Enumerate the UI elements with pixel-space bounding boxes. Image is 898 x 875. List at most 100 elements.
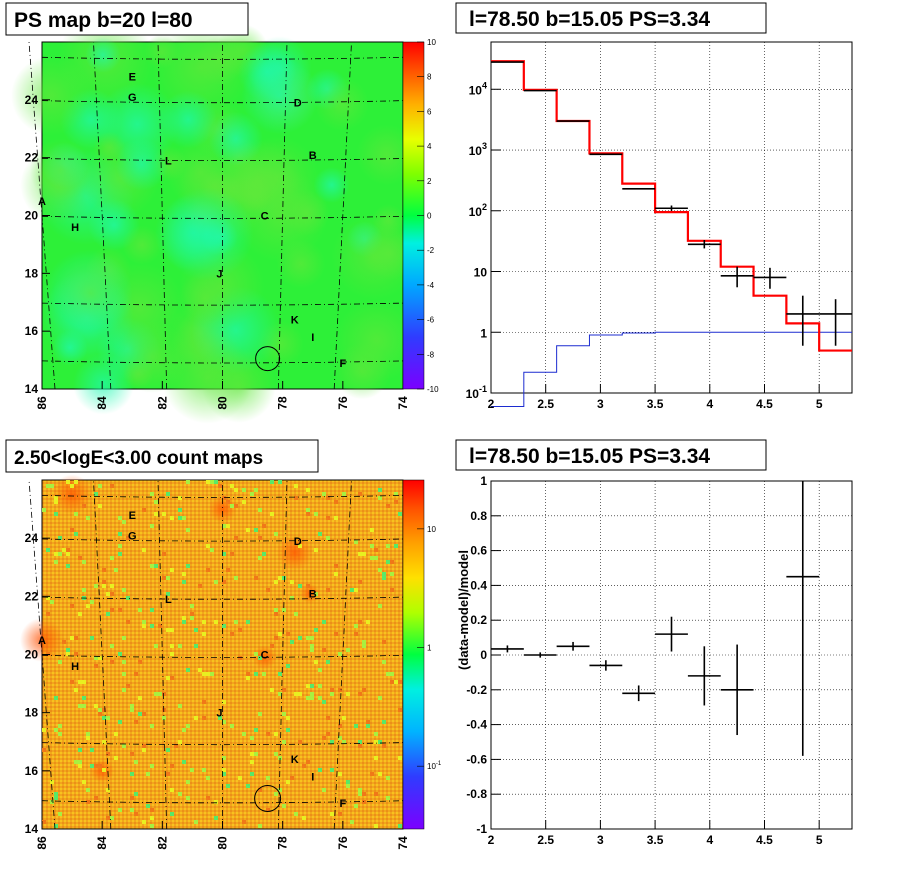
count-pixel-395 [94, 664, 98, 668]
count-pixel-465 [322, 736, 326, 740]
count-pixel-28 [398, 512, 402, 516]
count-pixel-27 [78, 680, 82, 684]
count-pixel-144 [118, 720, 122, 724]
count-pixel-283 [334, 564, 338, 568]
count-pixel-160 [354, 804, 358, 808]
count-pixel-389 [230, 632, 234, 636]
ps-map-target-circle [255, 346, 281, 372]
count-pixel-227 [134, 672, 138, 676]
count-pixel-440 [94, 796, 98, 800]
count-pixel-185 [338, 772, 342, 776]
count-pixel-354 [358, 788, 362, 792]
count-pixel-342 [130, 708, 134, 712]
count-pixel-149 [166, 676, 170, 680]
ps-blob-68 [122, 225, 162, 265]
count-pixel-105 [170, 568, 174, 572]
ps-blob-64 [313, 167, 350, 203]
count-hotspot-4 [52, 474, 93, 515]
count-map-y-ticks: 14 16 18 20 22 24 [25, 531, 50, 836]
count-map-panel: EG D B L A C H J KI F 86 84 82 80 78 76 74 14 16 18 20 22 24… [5, 439, 442, 850]
count-pixel-32 [254, 672, 258, 676]
ps-colorbar-label-2: 6 [427, 107, 432, 116]
count-pixel-177 [274, 532, 278, 536]
count-pixel-473 [270, 512, 274, 516]
count-pixel-114 [374, 792, 378, 796]
count-pixel-186 [298, 584, 302, 588]
count-pixel-418 [222, 768, 226, 772]
count-pixel-358 [246, 672, 250, 676]
count-pixel-196 [374, 756, 378, 760]
count-pixel-380 [378, 488, 382, 492]
count-pixel-290 [398, 680, 402, 684]
residual-x-tick-label-2: 3 [597, 833, 604, 847]
count-pixel-467 [74, 512, 78, 516]
count-pixel-154 [66, 652, 70, 656]
spectrum-panel: 2 2.5 3 3.5 4 4.5 5 10-1 1 10 102 103 104 l=78.50 b… [455, 2, 853, 411]
count-pixel-398 [282, 712, 286, 716]
grid-parallel-0 [41, 800, 404, 804]
count-source-label-G: G [128, 530, 137, 542]
count-pixel-394 [86, 800, 90, 804]
ps-blob-66 [115, 138, 168, 191]
count-pixel-399 [186, 668, 190, 672]
count-pixel-453 [306, 508, 310, 512]
count-pixel-125 [294, 496, 298, 500]
ps-map-y-ticks: 14 16 18 20 22 24 [25, 93, 50, 396]
count-pixel-130 [54, 796, 58, 800]
count-pixel-310 [338, 736, 342, 740]
count-pixel-326 [122, 688, 126, 692]
ps-blob-69 [362, 226, 416, 281]
count-pixel-407 [90, 636, 94, 640]
count-pixel-323 [110, 816, 114, 820]
count-pixel-381 [206, 544, 210, 548]
count-pixel-38 [190, 604, 194, 608]
count-pixel-437 [98, 764, 102, 768]
count-pixel-268 [58, 660, 62, 664]
count-pixel-123 [334, 516, 338, 520]
count-pixel-148 [106, 816, 110, 820]
count-source-label-D: D [294, 536, 302, 548]
x-tick-label-3: 80 [216, 396, 230, 410]
spectrum-x-tick-label-5: 4.5 [756, 397, 773, 411]
count-map-source-labels: EG D B L A C H J KI F [38, 510, 346, 810]
count-pixel-29 [318, 696, 322, 700]
count-pixel-159 [202, 672, 206, 676]
ps-source-label-I: I [311, 332, 314, 344]
count-pixel-239 [370, 528, 374, 532]
count-pixel-263 [126, 596, 130, 600]
spectrum-y-tick-label-4: 103 [469, 141, 487, 158]
count-pixel-483 [126, 684, 130, 688]
count-pixel-71 [170, 652, 174, 656]
count-pixel-250 [362, 640, 366, 644]
count-pixel-134 [166, 748, 170, 752]
count-pixel-225 [222, 624, 226, 628]
count-pixel-187 [158, 692, 162, 696]
count-pixel-487 [362, 792, 366, 796]
count-pixel-363 [314, 512, 318, 516]
count-pixel-414 [54, 496, 58, 500]
count-pixel-374 [350, 820, 354, 824]
count-pixel-37 [370, 772, 374, 776]
grid-parallel-5 [41, 495, 404, 498]
count-pixel-67 [386, 672, 390, 676]
count-pixel-126 [362, 644, 366, 648]
count-pixel-315 [126, 536, 130, 540]
count-pixel-10 [342, 492, 346, 496]
count-pixel-297 [326, 588, 330, 592]
count-pixel-217 [386, 796, 390, 800]
count-pixel-495 [202, 620, 206, 624]
count-pixel-74 [274, 612, 278, 616]
count-pixel-104 [54, 696, 58, 700]
count-pixel-344 [118, 652, 122, 656]
count-pixel-141 [222, 552, 226, 556]
count-pixel-64 [58, 812, 62, 816]
count-pixel-198 [286, 780, 290, 784]
residual-x-tick-label-6: 5 [816, 833, 823, 847]
count-pixel-385 [182, 516, 186, 520]
count-pixel-423 [98, 656, 102, 660]
count-pixel-182 [154, 644, 158, 648]
count-pixel-329 [302, 816, 306, 820]
count-pixel-247 [222, 524, 226, 528]
ps-source-label-C: C [261, 211, 269, 223]
